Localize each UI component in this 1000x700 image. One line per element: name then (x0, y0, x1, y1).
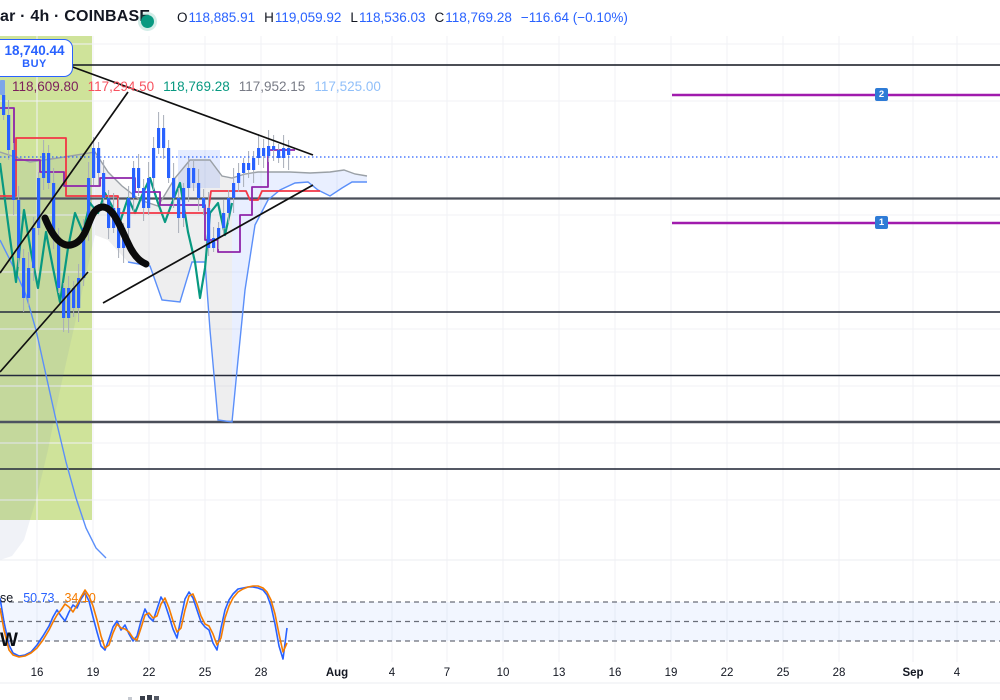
time-axis-label[interactable]: 19 (664, 667, 678, 679)
ichimoku-value-2: 118,769.28 (163, 79, 230, 94)
time-axis-label[interactable]: 28 (254, 667, 268, 679)
time-axis-label[interactable]: 22 (720, 667, 734, 679)
high-value: H119,059.92 (264, 10, 342, 25)
order-price: 18,740.44 (4, 43, 65, 58)
ray-label-1[interactable]: 1 (875, 216, 888, 229)
grid-lines (0, 33, 1000, 662)
rsi-ma-line (0, 585, 288, 658)
ichimoku-value-1: 117,294.50 (87, 79, 155, 94)
time-axis-label[interactable]: Aug (325, 667, 349, 679)
buy-button[interactable]: BUY (22, 58, 47, 70)
ichimoku-value-3: 117,952.15 (238, 79, 306, 94)
time-axis[interactable]: 16 19 22 25 28 Aug 4 7 10 13 16 19 22 25 28 Sep 4 (0, 667, 1000, 685)
time-axis-label[interactable]: 7 (443, 667, 451, 679)
order-buy-label[interactable]: 18,740.44 BUY (0, 39, 73, 77)
low-value: L118,536.03 (350, 10, 426, 25)
symbol-title[interactable]: ar · 4h · COINBASE (0, 8, 151, 25)
chart-header: ar · 4h · COINBASE O118,885.91 H119,059.… (0, 0, 1000, 36)
ichimoku-legend-values[interactable]: 118,609.80 117,294.50 118,769.28 117,952.15… (12, 79, 381, 94)
oscillator-pane (0, 585, 1000, 660)
time-axis-label[interactable]: Sep (902, 667, 924, 679)
change-value: −116.64 (−0.10%) (520, 10, 628, 25)
trendline-drawings[interactable] (0, 65, 314, 373)
conversion-line (0, 107, 295, 253)
horizontal-ray-drawings[interactable] (672, 93, 1000, 225)
time-axis-label[interactable]: 10 (496, 667, 510, 679)
brush-drawing[interactable] (41, 203, 150, 268)
horizontal-line-drawings[interactable] (0, 64, 1000, 470)
ichimoku-value-4: 117,525.00 (314, 79, 381, 94)
oscillator-legend[interactable]: se 50.73 34.10 (0, 591, 96, 605)
time-axis-label[interactable]: 16 (608, 667, 622, 679)
indicator-icon-fragment[interactable] (0, 80, 5, 95)
oscillator-name-fragment: se (0, 591, 14, 605)
time-axis-label[interactable]: 16 (30, 667, 44, 679)
oscillator-value-1: 50.73 (23, 591, 55, 605)
time-axis-label[interactable]: 19 (86, 667, 100, 679)
time-axis-label[interactable]: 22 (142, 667, 156, 679)
base-line (0, 137, 320, 214)
ohlc-readout: O118,885.91 H119,059.92 L118,536.03 C118… (177, 10, 628, 25)
ichimoku-value-0: 118,609.80 (12, 79, 79, 94)
time-axis-label[interactable]: 25 (776, 667, 790, 679)
time-axis-label[interactable]: 4 (953, 667, 961, 679)
time-axis-label[interactable]: 28 (832, 667, 846, 679)
rsi-line (0, 586, 288, 660)
close-value: C118,769.28 (434, 10, 512, 25)
time-axis-label[interactable]: 25 (198, 667, 212, 679)
watermark-text: W (0, 630, 18, 651)
market-status-icon[interactable] (141, 15, 154, 28)
ray-label-2[interactable]: 2 (875, 88, 888, 101)
candlestick-series (2, 90, 291, 333)
time-axis-label[interactable]: 4 (388, 667, 396, 679)
time-axis-label[interactable]: 13 (552, 667, 566, 679)
clipped-toolbar-fragments (128, 695, 159, 700)
oscillator-value-2: 34.10 (64, 591, 96, 605)
open-value: O118,885.91 (177, 10, 256, 25)
